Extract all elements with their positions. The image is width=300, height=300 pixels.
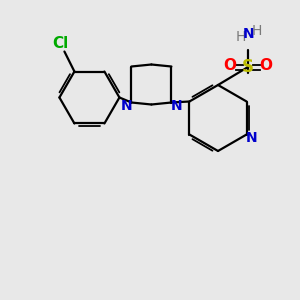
Text: N: N bbox=[243, 27, 255, 41]
Text: N: N bbox=[121, 98, 132, 112]
Text: H: H bbox=[252, 24, 262, 38]
Text: O: O bbox=[260, 58, 272, 74]
Text: S: S bbox=[242, 58, 254, 76]
Text: N: N bbox=[171, 98, 182, 112]
Text: O: O bbox=[224, 58, 236, 74]
Text: N: N bbox=[246, 130, 257, 145]
Text: Cl: Cl bbox=[52, 36, 68, 51]
Text: H: H bbox=[236, 30, 246, 44]
